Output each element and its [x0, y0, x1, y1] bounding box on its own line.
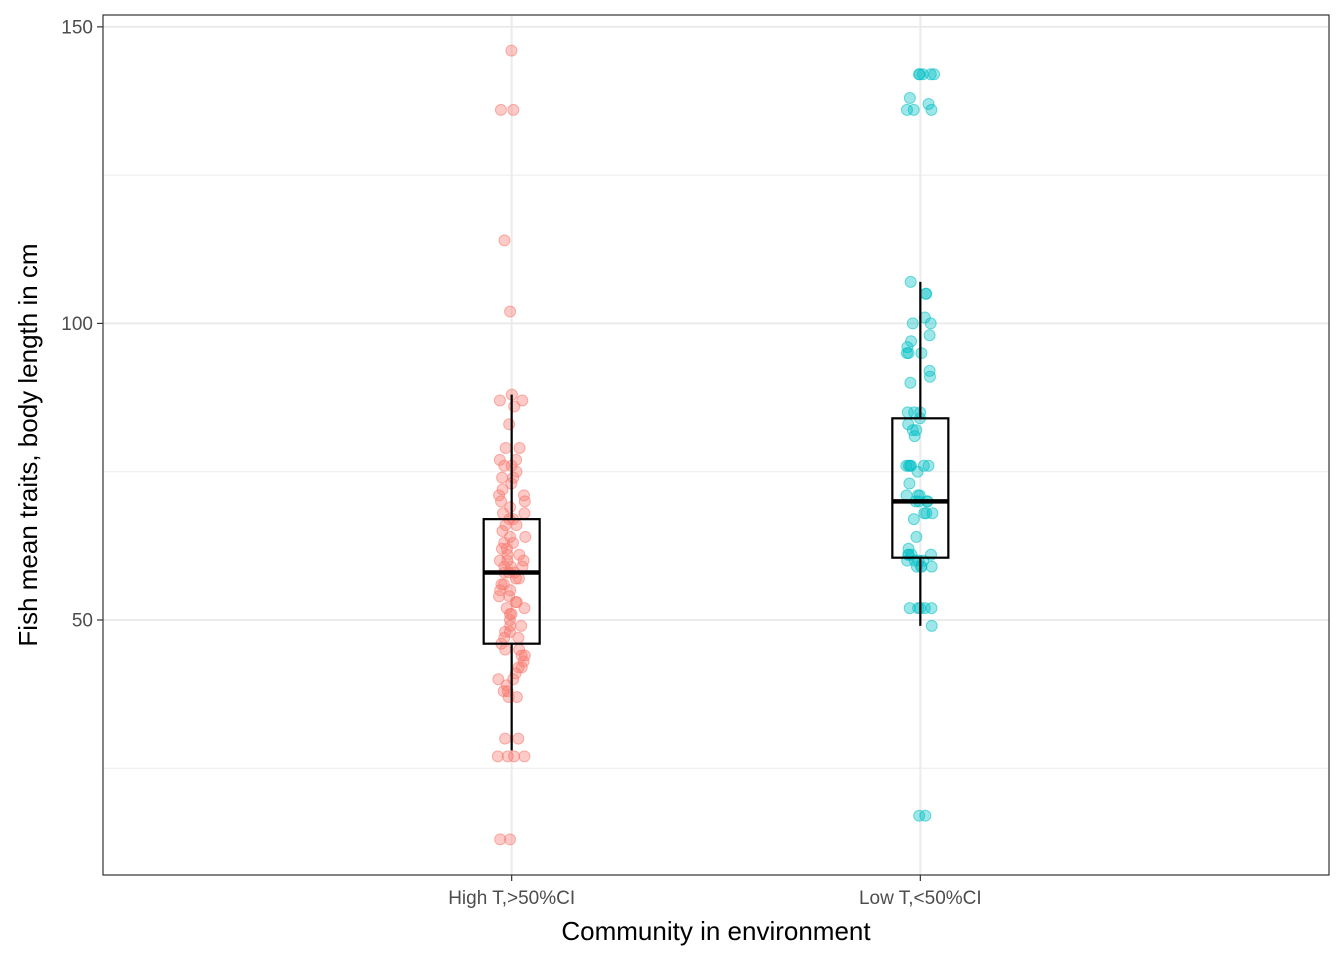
data-point	[510, 519, 523, 532]
data-point	[512, 631, 525, 644]
data-point	[507, 103, 520, 116]
data-point	[919, 809, 932, 822]
data-point	[903, 477, 916, 490]
data-point	[913, 68, 926, 81]
data-point	[900, 347, 913, 360]
y-tick-label: 100	[61, 314, 93, 335]
plot-panel-background	[103, 15, 1329, 875]
data-point	[494, 103, 507, 116]
data-point	[509, 596, 522, 609]
data-point	[922, 459, 935, 472]
data-point	[903, 92, 916, 105]
data-point	[493, 554, 506, 567]
data-point	[924, 317, 937, 330]
jitter-points	[491, 44, 941, 846]
data-point	[504, 584, 517, 597]
data-point	[512, 661, 525, 674]
data-point	[513, 441, 526, 454]
data-point	[904, 275, 917, 288]
data-point	[910, 530, 923, 543]
data-point	[904, 376, 917, 389]
data-point	[512, 732, 525, 745]
data-point	[499, 441, 512, 454]
data-point	[508, 750, 521, 763]
data-point	[493, 394, 506, 407]
box-iqr	[891, 417, 950, 559]
data-point	[907, 103, 920, 116]
data-point	[505, 44, 518, 57]
y-tick-label: 50	[72, 610, 93, 631]
data-point	[919, 287, 932, 300]
data-point	[498, 234, 511, 247]
data-point	[508, 400, 521, 413]
box-plots	[482, 281, 950, 751]
data-point	[501, 685, 514, 698]
data-point	[925, 560, 938, 573]
data-point	[516, 394, 529, 407]
data-point	[518, 507, 531, 520]
data-point	[492, 673, 505, 686]
data-point	[925, 103, 938, 116]
data-point	[493, 590, 506, 603]
y-tick-label: 150	[61, 17, 93, 38]
data-point	[513, 548, 526, 561]
data-point	[504, 833, 517, 846]
data-point	[507, 673, 520, 686]
y-axis-title: Fish mean traits, body length in cm	[13, 243, 43, 646]
data-point	[916, 68, 929, 81]
data-point	[907, 513, 920, 526]
data-point	[493, 453, 506, 466]
data-point	[903, 602, 916, 615]
data-point	[925, 619, 938, 632]
data-point	[498, 459, 511, 472]
x-tick-label: Low T,<50%CI	[859, 888, 982, 909]
data-point	[905, 335, 918, 348]
data-point	[509, 667, 522, 680]
data-point	[494, 833, 507, 846]
data-point	[913, 809, 926, 822]
data-point	[923, 329, 936, 342]
data-point	[908, 430, 921, 443]
data-point	[901, 103, 914, 116]
data-point	[499, 732, 512, 745]
data-point	[501, 750, 514, 763]
data-point	[510, 691, 523, 704]
data-point	[496, 483, 509, 496]
data-point	[922, 97, 935, 110]
data-point	[491, 750, 504, 763]
plot-panel-border	[102, 14, 1330, 876]
data-point	[518, 750, 531, 763]
data-point	[503, 418, 516, 431]
axes: 50 100 150 High T,>50%CI Low T,<50%CI	[61, 17, 981, 909]
box-iqr	[482, 518, 541, 645]
data-point	[499, 643, 512, 656]
data-point	[911, 465, 924, 478]
x-axis-title: Community in environment	[561, 916, 871, 946]
data-point	[515, 619, 528, 632]
data-point	[906, 317, 919, 330]
grid-lines	[103, 15, 1329, 875]
data-point	[504, 305, 517, 318]
x-tick-label: High T,>50%CI	[448, 888, 575, 909]
data-point	[518, 602, 531, 615]
data-point	[495, 495, 508, 508]
data-point	[519, 530, 532, 543]
data-point	[923, 370, 936, 383]
data-point	[902, 459, 915, 472]
data-point	[518, 495, 531, 508]
data-point	[918, 507, 931, 520]
